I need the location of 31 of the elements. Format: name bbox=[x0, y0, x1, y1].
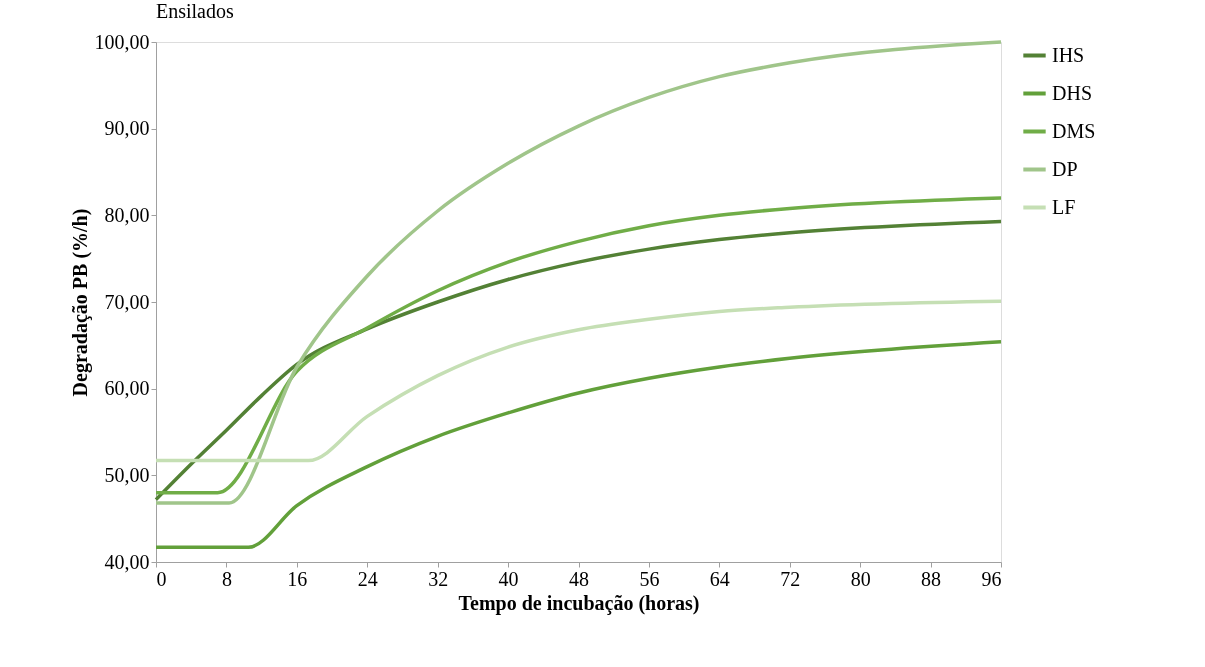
x-tick-label: 72 bbox=[780, 567, 801, 590]
x-tick-label: 8 bbox=[221, 567, 232, 590]
y-axis-title: Degradação PB (%/h) bbox=[68, 208, 92, 397]
x-tick-label: 64 bbox=[709, 567, 730, 590]
legend-label: LF bbox=[1052, 195, 1076, 218]
line-series bbox=[154, 40, 1003, 505]
text: Ensilados bbox=[156, 0, 234, 22]
y-tick-label: 60,00 bbox=[104, 377, 150, 400]
legend-label: IHS bbox=[1052, 43, 1085, 66]
x-tick-label: 96 bbox=[981, 567, 1002, 590]
x-tick-label: 40 bbox=[498, 567, 519, 590]
x-tick-label: 32 bbox=[428, 567, 449, 590]
legend-label: DMS bbox=[1052, 119, 1096, 142]
x-axis-title: Tempo de incubação (horas) bbox=[458, 591, 700, 615]
y-tick-label: 70,00 bbox=[104, 290, 150, 313]
line-series bbox=[154, 299, 1003, 463]
y-tick-label: 100,00 bbox=[94, 30, 150, 53]
x-tick-label: 0 bbox=[156, 567, 167, 590]
y-tick-label: 50,00 bbox=[104, 463, 150, 486]
legend-label: DP bbox=[1052, 157, 1078, 180]
legend-label: DHS bbox=[1052, 81, 1093, 104]
x-tick-label: 56 bbox=[639, 567, 660, 590]
y-tick-label: 40,00 bbox=[104, 550, 150, 573]
x-tick-label: 80 bbox=[850, 567, 871, 590]
x-tick-label: 48 bbox=[569, 567, 589, 590]
y-tick-label: 80,00 bbox=[104, 203, 150, 226]
x-tick-label: 88 bbox=[921, 567, 942, 590]
line-series bbox=[154, 340, 1003, 550]
x-tick-label: 24 bbox=[357, 567, 378, 590]
y-tick-label: 90,00 bbox=[104, 117, 150, 140]
x-tick-label: 16 bbox=[287, 567, 308, 590]
